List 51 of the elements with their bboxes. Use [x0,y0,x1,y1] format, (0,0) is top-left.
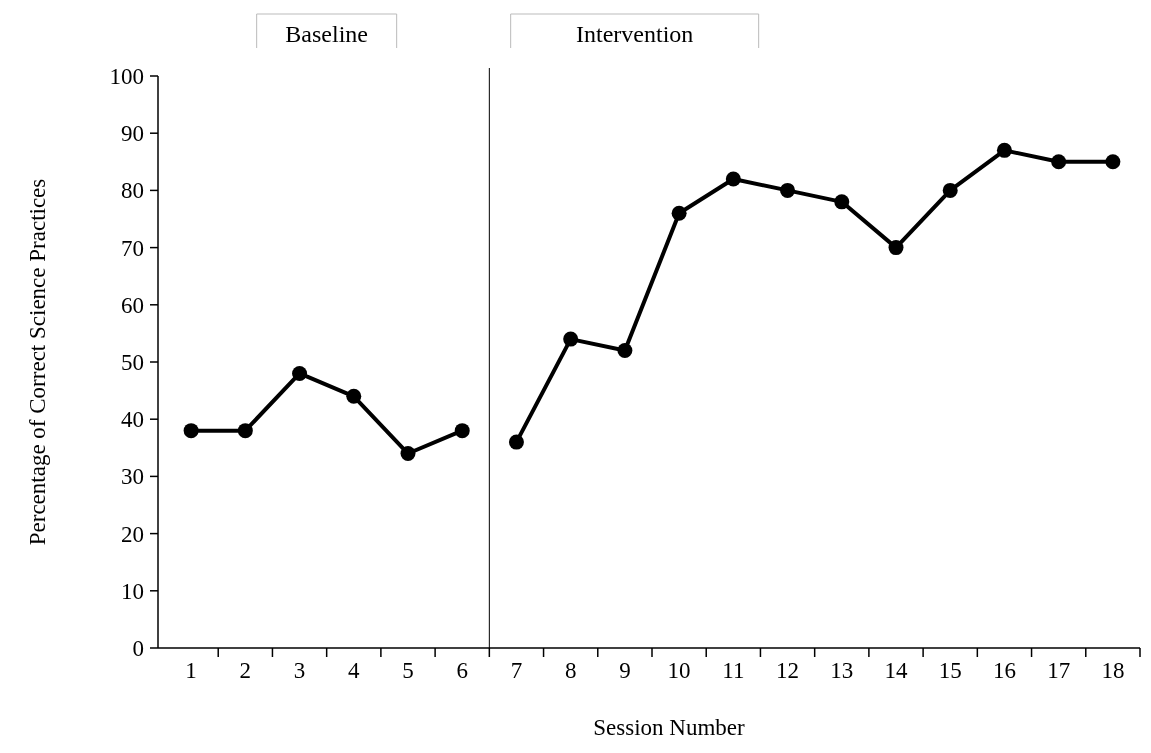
point [454,423,470,439]
y-tick-label: 10 [121,578,144,604]
y-axis-title: Percentage of Correct Science Practices [25,178,50,546]
y-tick-label: 20 [121,521,144,547]
x-tick-label: 8 [564,658,577,683]
point [400,446,416,462]
point [1051,154,1067,170]
y-tick-label: 40 [121,407,144,433]
point [780,182,796,198]
text: Intervention [576,21,694,47]
x-tick-label: 18 [1101,658,1125,683]
y-tick-label: 0 [132,636,144,662]
point [888,240,904,256]
x-tick-label: 14 [884,658,908,683]
y-tick-label: 80 [121,178,144,204]
point [563,331,579,347]
x-tick-label: 15 [938,658,962,683]
x-tick-label: 17 [1047,658,1071,683]
x-tick-label: 6 [456,658,468,683]
x-tick-label: 10 [667,658,691,683]
y-tick-label: 100 [109,64,144,90]
point [346,388,362,404]
x-tick-label: 7 [510,658,523,683]
x-tick-label: 16 [992,658,1016,683]
y-tick-label: 90 [121,121,144,147]
x-tick-label: 12 [776,658,800,683]
x-tick-label: 3 [293,658,306,683]
point [617,343,633,359]
x-tick-label: 9 [619,658,631,683]
point [183,423,199,439]
x-tick-label: 2 [239,658,252,683]
x-tick-label: 11 [722,658,745,683]
point [292,365,308,381]
point [1105,154,1121,170]
x-tick-label: 5 [402,658,414,683]
point [834,194,850,210]
x-tick-label: 13 [830,658,854,683]
x-tick-label: 1 [185,658,197,683]
y-tick-label: 60 [121,292,144,318]
point [508,434,524,450]
point [671,205,687,221]
point [237,423,253,439]
y-tick-label: 50 [121,350,144,376]
x-axis-title: Session Number [593,715,746,740]
y-tick-label: 30 [121,464,144,490]
point [725,171,741,187]
point [942,182,958,198]
x-tick-label: 4 [348,658,361,683]
text: Baseline [285,21,368,47]
y-tick-label: 70 [121,235,144,261]
point [996,142,1012,158]
